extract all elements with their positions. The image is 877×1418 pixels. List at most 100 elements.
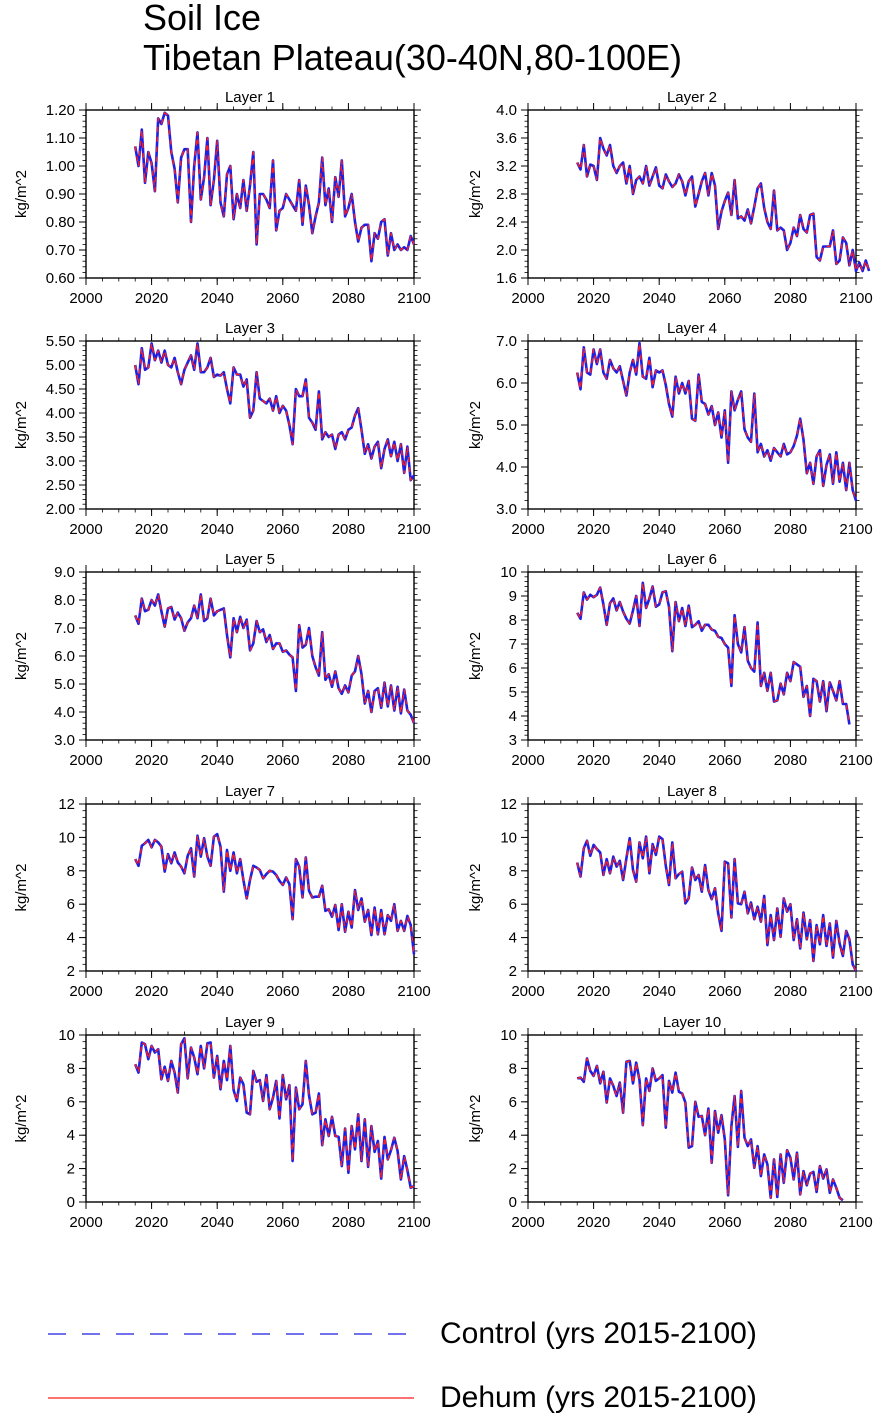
x-tick-label: 2100 (397, 521, 430, 538)
y-axis-label: kg/m^2 (467, 632, 484, 680)
y-tick-label: 3.0 (496, 501, 517, 518)
y-tick-label: 8 (509, 863, 517, 880)
x-tick-label: 2020 (577, 1214, 610, 1231)
y-tick-label: 2.8 (496, 186, 517, 203)
y-tick-label: 4 (67, 930, 75, 947)
y-tick-label: 6 (509, 896, 517, 913)
x-tick-label: 2060 (708, 1214, 741, 1231)
x-tick-label: 2020 (577, 983, 610, 1000)
y-tick-label: 10 (58, 1027, 75, 1044)
y-axis-label: kg/m^2 (13, 632, 30, 680)
panel-1: Layer 1 2000 2020 2040 2060 2080 2100 0.60 0.70 0… (13, 89, 431, 307)
panel-title: Layer 3 (225, 320, 275, 337)
x-tick-label: 2060 (266, 290, 299, 307)
y-axis-label: kg/m^2 (13, 401, 30, 449)
y-tick-label: 8 (509, 1060, 517, 1077)
series-dehum-line (576, 342, 857, 501)
series-control-line (575, 835, 858, 972)
y-tick-label: 0 (509, 1194, 517, 1211)
x-tick-label: 2100 (839, 290, 872, 307)
y-tick-label: 4.00 (46, 405, 75, 422)
y-tick-label: 3.50 (46, 429, 75, 446)
x-tick-label: 2020 (135, 521, 168, 538)
x-tick-label: 2000 (69, 752, 102, 769)
series-control-line (133, 342, 416, 482)
panel-9: Layer 9 2000 2020 2040 2060 2080 2100 0 2 4 6 8 10 kg… (13, 1014, 431, 1231)
x-tick-label: 2020 (135, 1214, 168, 1231)
series-control-line (576, 136, 871, 273)
y-tick-label: 9 (509, 588, 517, 605)
x-tick-label: 2020 (577, 752, 610, 769)
x-tick-label: 2020 (135, 752, 168, 769)
x-tick-label: 2060 (708, 752, 741, 769)
y-tick-label: 1.10 (46, 130, 75, 147)
y-axis-label: kg/m^2 (13, 170, 30, 218)
series-dehum-line (134, 833, 415, 955)
x-tick-label: 2000 (69, 290, 102, 307)
x-tick-label: 2040 (201, 983, 234, 1000)
series-control-line (133, 111, 416, 263)
y-tick-label: 2.4 (496, 214, 517, 231)
y-axis-label: kg/m^2 (467, 1095, 484, 1143)
panel-2: Layer 2 2000 2020 2040 2060 2080 2100 1.6 2.0 2.4… (467, 89, 873, 307)
x-tick-label: 2000 (511, 983, 544, 1000)
x-tick-label: 2000 (511, 521, 544, 538)
y-tick-label: 8 (67, 863, 75, 880)
legend-dehum-label: Dehum (yrs 2015-2100) (440, 1381, 757, 1414)
x-tick-label: 2060 (708, 290, 741, 307)
series-dehum-line (577, 1057, 844, 1201)
y-tick-label: 0.90 (46, 186, 75, 203)
panel-8: Layer 8 2000 2020 2040 2060 2080 2100 2 4 6 8 10 12 k… (467, 783, 873, 1000)
series-dehum-line (134, 593, 415, 724)
x-tick-label: 2020 (577, 290, 610, 307)
y-tick-label: 5.00 (46, 357, 75, 374)
y-tick-label: 5.0 (496, 417, 517, 434)
y-tick-label: 4 (509, 930, 517, 947)
y-tick-label: 12 (58, 796, 75, 813)
x-tick-label: 2080 (332, 752, 365, 769)
x-tick-label: 2060 (708, 521, 741, 538)
y-tick-label: 2 (509, 1161, 517, 1178)
series-dehum-line (134, 342, 415, 481)
x-tick-label: 2100 (397, 983, 430, 1000)
y-tick-label: 0.80 (46, 214, 75, 231)
y-tick-label: 8.0 (54, 592, 75, 609)
y-axis-label: kg/m^2 (13, 864, 30, 912)
y-tick-label: 6 (67, 896, 75, 913)
y-axis-label: kg/m^2 (467, 864, 484, 912)
plot-frame (527, 1034, 857, 1203)
x-tick-label: 2080 (774, 521, 807, 538)
y-tick-label: 5.0 (54, 676, 75, 693)
y-tick-label: 3 (509, 732, 517, 749)
x-tick-label: 2080 (332, 521, 365, 538)
y-tick-label: 4.0 (496, 102, 517, 119)
panel-6: Layer 6 2000 2020 2040 2060 2080 2100 3 4 5 6 7 8 9 10… (467, 551, 873, 769)
y-tick-label: 4 (67, 1127, 75, 1144)
y-tick-label: 6 (509, 1094, 517, 1111)
y-tick-label: 1.20 (46, 102, 75, 119)
y-tick-label: 5 (509, 684, 517, 701)
x-tick-label: 2020 (577, 521, 610, 538)
x-tick-label: 2080 (774, 1214, 807, 1231)
figure-title: Soil Ice (143, 0, 262, 38)
y-tick-label: 4.0 (54, 704, 75, 721)
y-tick-label: 7.0 (496, 333, 517, 350)
y-tick-label: 2.00 (46, 501, 75, 518)
y-tick-label: 0.70 (46, 242, 75, 259)
series-dehum-line (576, 137, 870, 272)
x-tick-label: 2000 (511, 1214, 544, 1231)
y-axis-label: kg/m^2 (467, 401, 484, 449)
y-tick-label: 10 (500, 829, 517, 846)
series-control-line (576, 1057, 844, 1202)
x-tick-label: 2060 (266, 983, 299, 1000)
series-control-line (576, 581, 851, 725)
x-tick-label: 2100 (397, 290, 430, 307)
y-tick-label: 0.60 (46, 270, 75, 287)
x-tick-label: 2100 (839, 752, 872, 769)
y-tick-label: 8 (509, 612, 517, 629)
x-tick-label: 2040 (201, 752, 234, 769)
y-tick-label: 2 (67, 963, 75, 980)
panel-title: Layer 8 (667, 783, 717, 800)
y-tick-label: 2 (67, 1161, 75, 1178)
